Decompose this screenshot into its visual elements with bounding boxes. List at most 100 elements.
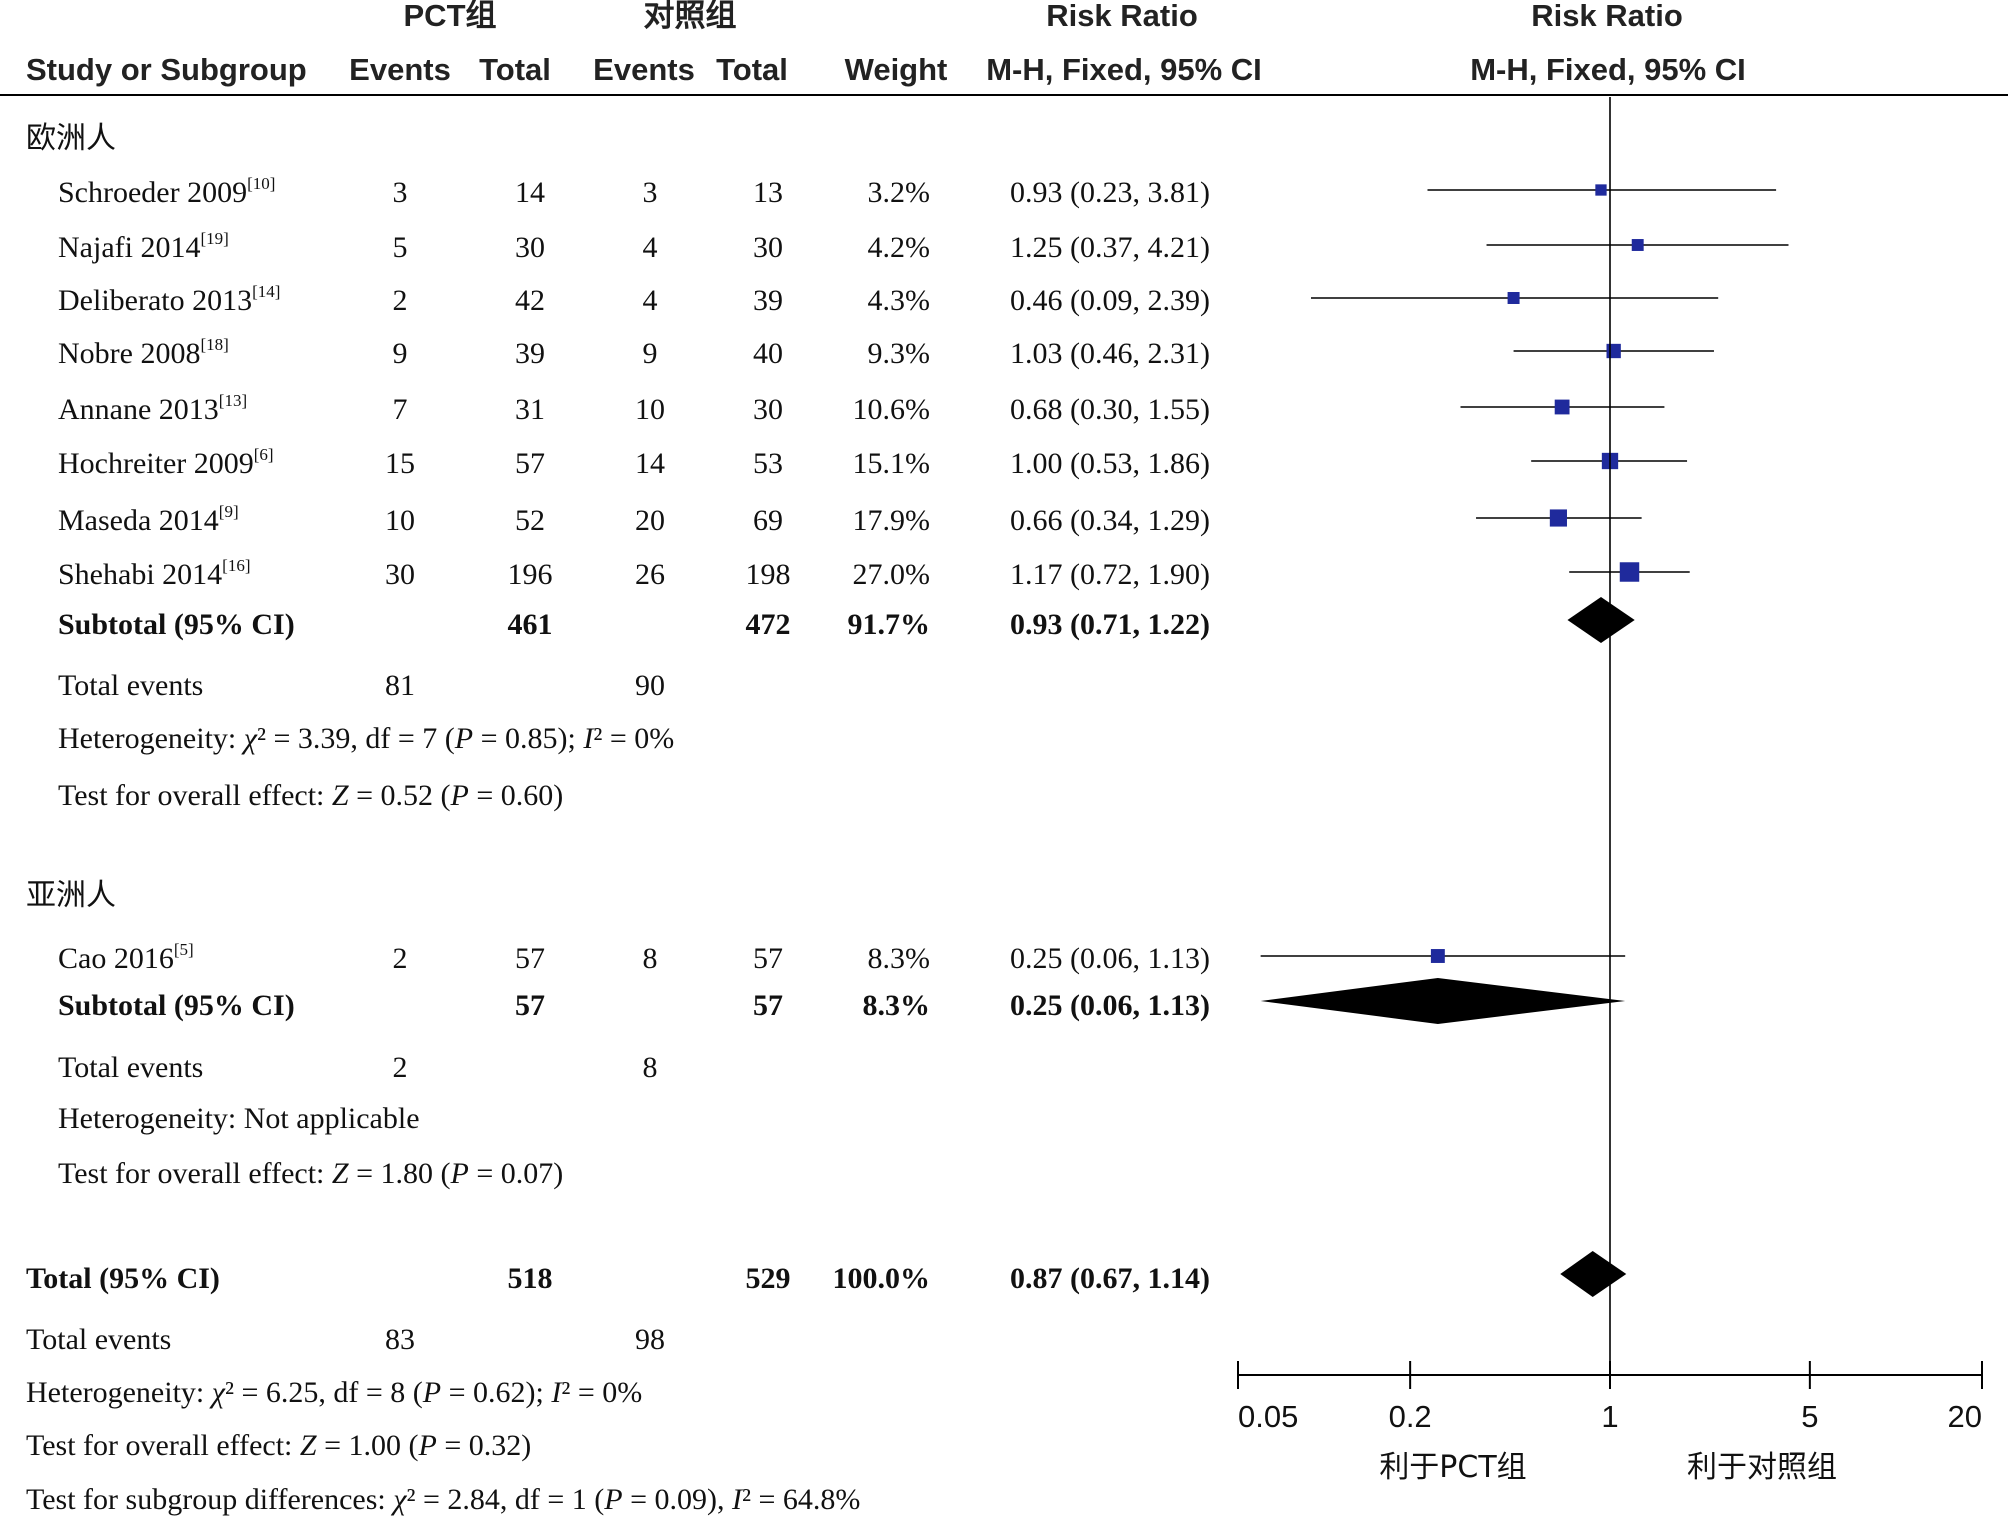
method-table-header: M-H, Fixed, 95% CI (986, 52, 1262, 87)
x-tick-label: 20 (1948, 1399, 1982, 1434)
subtotal-total-pct: 461 (508, 608, 553, 641)
overall-total-total-control: 529 (746, 1262, 791, 1295)
weight: 3.2% (868, 176, 931, 209)
weight: 27.0% (853, 558, 931, 591)
risk-ratio-ci: 0.25 (0.06, 1.13) (1010, 942, 1210, 975)
total-pct: 57 (515, 942, 545, 975)
study-reference: [18] (200, 335, 228, 354)
total-pct: 196 (508, 558, 553, 591)
events-pct: 5 (393, 231, 408, 264)
events-pct: 10 (385, 504, 415, 537)
overall-effect: Test for overall effect: Z = 0.52 (P = 0… (58, 779, 563, 812)
subtotal-label: Subtotal (95% CI) (58, 608, 295, 641)
events-pct: 3 (393, 176, 408, 209)
study-reference: [6] (254, 445, 274, 464)
total-control: 13 (753, 176, 783, 209)
risk-ratio-ci: 1.25 (0.37, 4.21) (1010, 231, 1210, 264)
overall-total-weight: 100.0% (833, 1262, 931, 1295)
risk-ratio-ci: 0.93 (0.23, 3.81) (1010, 176, 1210, 209)
weight: 8.3% (868, 942, 931, 975)
total-events-label: Total events (26, 1323, 171, 1356)
total-control: 53 (753, 447, 783, 480)
study-reference: [9] (219, 502, 239, 521)
total-pct: 14 (515, 176, 545, 209)
overall-effect: Test for overall effect: Z = 1.80 (P = 0… (58, 1157, 563, 1190)
events-pct: 30 (385, 558, 415, 591)
study-name: Shehabi 2014[16] (58, 556, 250, 591)
events-pct: 9 (393, 337, 408, 370)
overall-total-label: Total (95% CI) (26, 1262, 220, 1295)
x-tick-label: 5 (1801, 1399, 1818, 1434)
study-reference: [16] (222, 556, 250, 575)
effect-square (1554, 399, 1570, 415)
x-tick-label: 0.2 (1389, 1399, 1432, 1434)
total-control: 69 (753, 504, 783, 537)
effect-square (1631, 239, 1644, 251)
group2-header: 对照组 (644, 0, 737, 33)
total-pct: 57 (515, 447, 545, 480)
study-name: Schroeder 2009[10] (58, 174, 275, 209)
weight: 15.1% (853, 447, 931, 480)
overall-effect-total: Test for overall effect: Z = 1.00 (P = 0… (26, 1429, 531, 1462)
events-pct: 2 (393, 284, 408, 317)
risk-ratio-ci: 0.68 (0.30, 1.55) (1010, 393, 1210, 426)
subtotal-weight: 91.7% (848, 608, 931, 641)
events-control: 4 (643, 231, 658, 264)
subgroup-differences: Test for subgroup differences: χ² = 2.84… (26, 1483, 860, 1516)
subtotal-risk-ratio-ci: 0.25 (0.06, 1.13) (1010, 989, 1210, 1022)
total1-header: Total (479, 52, 551, 87)
effect-square (1430, 949, 1445, 963)
plot-area: 0.05 0.2 1 5 20 利于PCT组 利于对照组 (1237, 97, 1983, 1485)
study-name: Cao 2016[5] (58, 940, 194, 975)
total-control: 39 (753, 284, 783, 317)
total-pct: 30 (515, 231, 545, 264)
subtotal-diamond (1260, 978, 1626, 1024)
heterogeneity: Heterogeneity: χ² = 3.39, df = 7 (P = 0.… (58, 722, 674, 755)
risk-ratio-ci: 1.00 (0.53, 1.86) (1010, 447, 1210, 480)
weight: 10.6% (853, 393, 931, 426)
weight: 9.3% (868, 337, 931, 370)
favours-right-label: 利于对照组 (1687, 1450, 1837, 1485)
study-header: Study or Subgroup (26, 52, 307, 87)
study-reference: [13] (219, 391, 247, 410)
subtotal-weight: 8.3% (863, 989, 931, 1022)
events1-header: Events (349, 52, 451, 87)
total-events-label: Total events (58, 1051, 203, 1084)
study-reference: [14] (252, 282, 280, 301)
total2-header: Total (716, 52, 788, 87)
risk-ratio-ci: 1.03 (0.46, 2.31) (1010, 337, 1210, 370)
risk-ratio-ci: 0.46 (0.09, 2.39) (1010, 284, 1210, 317)
total-events-pct: 81 (385, 669, 415, 702)
effect-square (1619, 562, 1640, 582)
total-pct: 42 (515, 284, 545, 317)
total-pct: 31 (515, 393, 545, 426)
events-control: 26 (635, 558, 665, 591)
subtotal-total-pct: 57 (515, 989, 545, 1022)
subgroup-heading: 亚洲人 (26, 878, 116, 913)
subtotal-diamond (1567, 597, 1635, 643)
total-control: 30 (753, 393, 783, 426)
total-events-label: Total events (58, 669, 203, 702)
events-control: 20 (635, 504, 665, 537)
favours-left-label: 利于PCT组 (1379, 1450, 1526, 1485)
total-pct: 52 (515, 504, 545, 537)
total-events-pct: 83 (385, 1323, 415, 1356)
study-name: Najafi 2014[19] (58, 229, 229, 264)
events-control: 10 (635, 393, 665, 426)
risk-ratio-ci: 1.17 (0.72, 1.90) (1010, 558, 1210, 591)
study-name: Annane 2013[13] (58, 391, 247, 426)
effect-square (1595, 184, 1607, 196)
method-plot-header: M-H, Fixed, 95% CI (1470, 52, 1746, 87)
study-name: Deliberato 2013[14] (58, 282, 280, 317)
weight: 4.3% (868, 284, 931, 317)
total-control: 40 (753, 337, 783, 370)
overall-heterogeneity: Heterogeneity: χ² = 6.25, df = 8 (P = 0.… (26, 1376, 642, 1409)
study-reference: [5] (174, 940, 194, 959)
events2-header: Events (593, 52, 695, 87)
events-control: 8 (643, 942, 658, 975)
heterogeneity: Heterogeneity: Not applicable (58, 1102, 420, 1135)
total-events-control: 8 (643, 1051, 658, 1084)
overall-total-diamond (1560, 1251, 1627, 1297)
events-pct: 15 (385, 447, 415, 480)
